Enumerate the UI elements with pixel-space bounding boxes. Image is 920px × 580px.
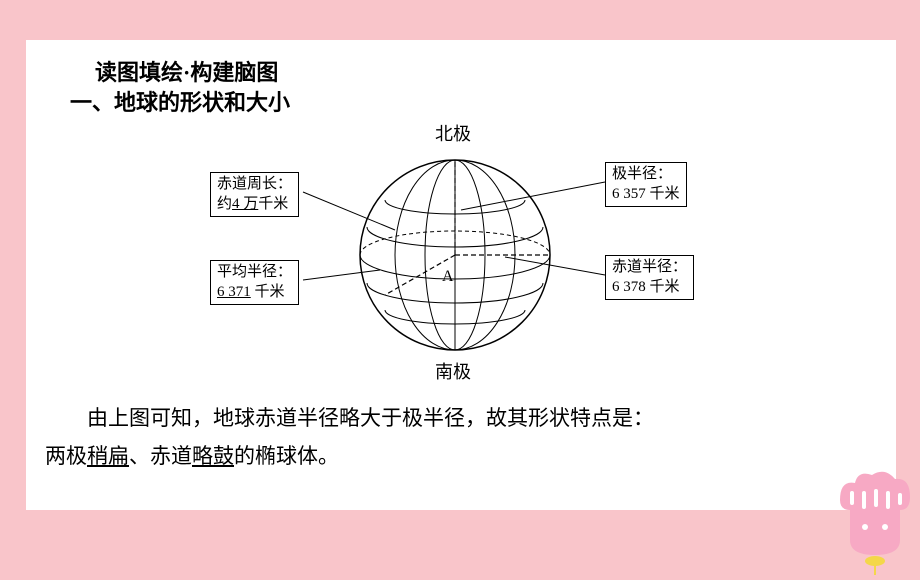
header-line1: 读图填绘·构建脑图 xyxy=(95,55,278,87)
south-pole-label: 南极 xyxy=(435,358,471,384)
polar-radius-box: 极半径：6 357 千米 xyxy=(605,162,687,207)
corner-decoration xyxy=(830,465,920,575)
balloon-icon xyxy=(830,465,920,575)
north-pole-label: 北极 xyxy=(435,120,471,146)
equator-radius-box: 赤道半径：6 378 千米 xyxy=(605,255,694,300)
point-a-label: A xyxy=(442,268,454,286)
globe-svg xyxy=(190,120,720,380)
header-line2: 一、地球的形状和大小 xyxy=(70,85,290,117)
average-radius-box: 平均半径：6 371 千米 xyxy=(210,260,299,305)
equator-circumference-box: 赤道周长：约4 万千米 xyxy=(210,172,299,217)
conclusion-text: 由上图可知，地球赤道半径略大于极半径，故其形状特点是：两极稍扁、赤道略鼓的椭球体… xyxy=(45,400,865,476)
earth-diagram: 北极 南极 A 赤道周长：约4 万千米 平均半径：6 371 千米 极半径：6 … xyxy=(190,120,720,380)
